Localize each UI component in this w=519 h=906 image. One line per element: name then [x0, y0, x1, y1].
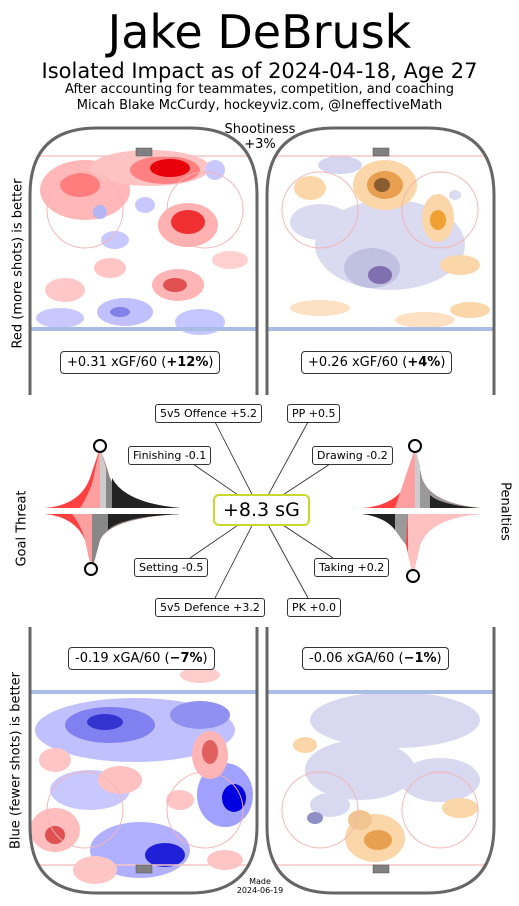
- defence-pk-pct: −1%: [403, 651, 437, 666]
- penalties-label: Penalties: [497, 482, 513, 541]
- pp-summary: PP +0.5: [287, 404, 341, 423]
- shootiness-readout: Shootiness +3%: [200, 122, 320, 152]
- offence-pp-pct: +4%: [407, 355, 441, 370]
- defence-pk-badge: -0.06 xGA/60 (−1%): [302, 647, 449, 670]
- shootiness-label: Shootiness: [224, 122, 296, 137]
- setting-marker: [84, 562, 98, 576]
- finishing-marker: [93, 439, 107, 453]
- defence-5v5-value: -0.19 xGA/60: [75, 651, 161, 666]
- taking-summary: Taking +0.2: [314, 558, 390, 577]
- penalties-markers: [406, 439, 422, 583]
- taking-marker: [406, 569, 420, 583]
- offence-5v5-value: +0.31 xGF/60: [67, 355, 158, 370]
- offence-5v5-pct: +12%: [166, 355, 209, 370]
- heatmap-5v5-defence: [30, 627, 257, 893]
- total-sg-value: +8.3 sG: [213, 494, 310, 526]
- page-subtitle: Isolated Impact as of 2024-04-18, Age 27: [41, 59, 478, 83]
- offence-5v5-badge: +0.31 xGF/60 (+12%): [60, 351, 221, 374]
- goal-threat-markers: [84, 439, 107, 576]
- defence-5v5-pct: −7%: [169, 651, 203, 666]
- top-side-label: Red (more shots) is better: [10, 178, 26, 349]
- pk-summary: PK +0.0: [287, 598, 342, 617]
- made-date: 2024-06-19: [236, 886, 284, 895]
- heatmap-5v5-offence: [30, 128, 257, 395]
- bottom-side-label: Blue (fewer shots) is better: [8, 672, 24, 849]
- offence-5v5-summary: 5v5 Offence +5.2: [155, 404, 263, 423]
- finishing-summary: Finishing -0.1: [128, 446, 212, 465]
- made-date-stamp: Made 2024-06-19: [220, 877, 300, 895]
- credit-note: Micah Blake McCurdy, hockeyviz.com, @Ine…: [76, 98, 443, 113]
- penalties-distribution: [362, 448, 480, 575]
- drawing-marker: [408, 439, 422, 453]
- drawing-summary: Drawing -0.2: [312, 446, 393, 465]
- defence-5v5-summary: 5v5 Defence +3.2: [155, 598, 265, 617]
- made-label: Made: [249, 877, 271, 886]
- offence-pp-value: +0.26 xGF/60: [308, 355, 399, 370]
- page-title: Jake DeBrusk: [107, 5, 412, 59]
- goal-threat-label: Goal Threat: [14, 490, 30, 567]
- defence-5v5-badge: -0.19 xGA/60 (−7%): [68, 647, 215, 670]
- offence-pp-badge: +0.26 xGF/60 (+4%): [301, 351, 453, 374]
- shootiness-value: +3%: [244, 137, 276, 152]
- heatmap-pp-offence: [267, 128, 494, 395]
- setting-summary: Setting -0.5: [134, 558, 209, 577]
- defence-pk-value: -0.06 xGA/60: [309, 651, 395, 666]
- adjustment-note: After accounting for teammates, competit…: [65, 82, 454, 97]
- goal-threat-distribution: [45, 448, 180, 570]
